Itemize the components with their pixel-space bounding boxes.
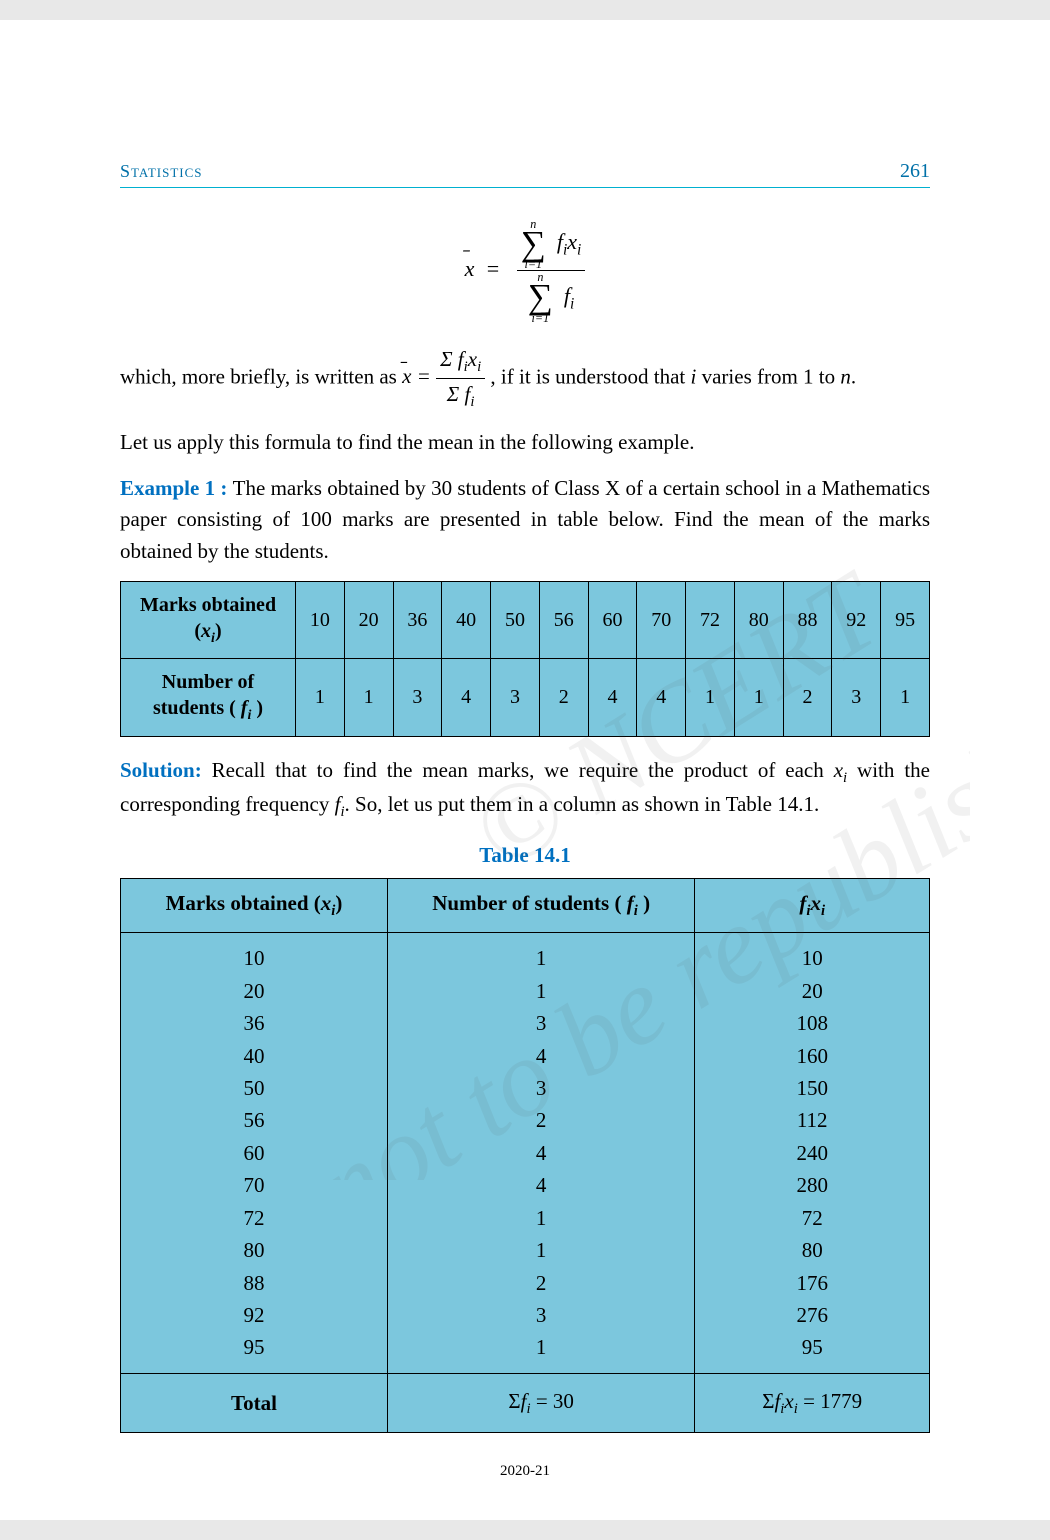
- footer-year: 2020-21: [0, 1463, 1050, 1480]
- table-row: 10110: [121, 933, 930, 975]
- col-marks: Marks obtained (xi): [121, 879, 388, 933]
- table-header-row: Marks obtained (xi) Number of students (…: [121, 879, 930, 933]
- page: © NCERT not to be republished Statistics…: [0, 20, 1050, 1520]
- table-row: 363108: [121, 1007, 930, 1039]
- example-label: Example 1 :: [120, 476, 233, 500]
- example-1: Example 1 : The marks obtained by 30 stu…: [120, 473, 930, 568]
- formula-main: x̄ = n∑i=1 fixi n∑i=1 fi: [120, 218, 930, 324]
- table-row: 404160: [121, 1040, 930, 1072]
- table-row: Number of students ( fi ) 1 1 3 4 3 2 4 …: [121, 659, 930, 736]
- para-apply: Let us apply this formula to find the me…: [120, 427, 930, 459]
- total-fx: Σfixi = 1779: [695, 1373, 930, 1433]
- table-row: Marks obtained (xi) 10 20 36 40 50 56 60…: [121, 582, 930, 659]
- col-students: Number of students ( fi ): [387, 879, 694, 933]
- col-fixi: fixi: [695, 879, 930, 933]
- table-row: 72172: [121, 1202, 930, 1234]
- table-caption: Table 14.1: [120, 843, 930, 868]
- row-label-students: Number of students ( fi ): [121, 659, 296, 736]
- table-14-1: Marks obtained (xi) Number of students (…: [120, 878, 930, 1433]
- table-row: 923276: [121, 1299, 930, 1331]
- row-label-marks: Marks obtained (xi): [121, 582, 296, 659]
- chapter-title: Statistics: [120, 161, 203, 182]
- table-row: 604240: [121, 1137, 930, 1169]
- table-total-row: Total Σfi = 30 Σfixi = 1779: [121, 1373, 930, 1433]
- page-header: Statistics 261: [120, 160, 930, 188]
- solution-para: Solution: Recall that to find the mean m…: [120, 755, 930, 823]
- total-label: Total: [121, 1373, 388, 1433]
- table-row: 562112: [121, 1104, 930, 1136]
- page-number: 261: [900, 160, 930, 183]
- solution-label: Solution:: [120, 758, 212, 782]
- para-brief-form: which, more briefly, is written as x̄ = …: [120, 344, 930, 413]
- marks-frequency-table: Marks obtained (xi) 10 20 36 40 50 56 60…: [120, 581, 930, 736]
- table-row: 704280: [121, 1169, 930, 1201]
- total-f: Σfi = 30: [387, 1373, 694, 1433]
- table-row: 95195: [121, 1331, 930, 1373]
- table-row: 80180: [121, 1234, 930, 1266]
- table-row: 503150: [121, 1072, 930, 1104]
- table-row: 20120: [121, 975, 930, 1007]
- table-row: 882176: [121, 1267, 930, 1299]
- example-text: The marks obtained by 30 students of Cla…: [120, 476, 930, 563]
